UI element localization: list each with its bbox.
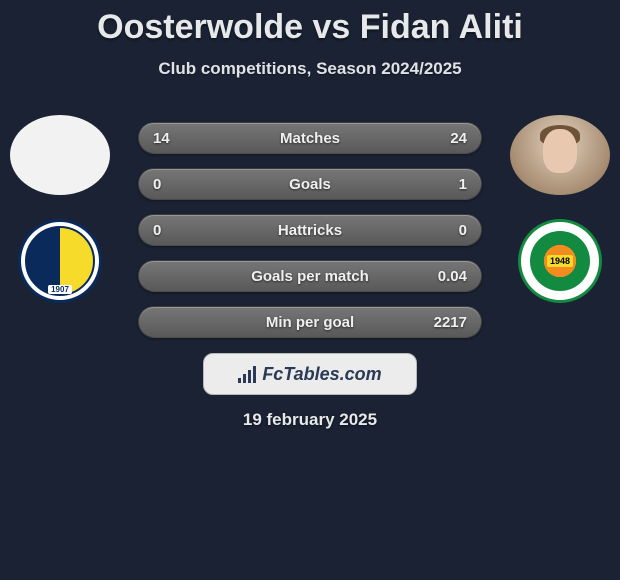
- player-left-avatar: [10, 115, 110, 195]
- stat-row-min-per-goal: Min per goal 2217: [138, 306, 482, 338]
- stat-right-value: 0.04: [433, 268, 467, 285]
- stat-row-goals-per-match: Goals per match 0.04: [138, 260, 482, 292]
- stat-right-value: 2217: [433, 314, 467, 331]
- stats-list: 14 Matches 24 0 Goals 1 0 Hattricks 0 Go…: [138, 122, 482, 338]
- brand-badge: FcTables.com: [203, 353, 417, 395]
- right-player-column: [510, 115, 610, 303]
- brand-text: FcTables.com: [262, 364, 381, 385]
- page-subtitle: Club competitions, Season 2024/2025: [0, 59, 620, 79]
- stat-label: Min per goal: [187, 314, 433, 331]
- stat-label: Goals per match: [187, 268, 433, 285]
- stat-left-value: 0: [153, 222, 187, 239]
- stat-label: Hattricks: [187, 222, 433, 239]
- club-badge-fenerbahce: [18, 219, 102, 303]
- bar-chart-icon: [238, 365, 256, 383]
- stat-label: Matches: [187, 130, 433, 147]
- stat-row-goals: 0 Goals 1: [138, 168, 482, 200]
- stat-right-value: 0: [433, 222, 467, 239]
- stat-left-value: 0: [153, 176, 187, 193]
- stat-row-matches: 14 Matches 24: [138, 122, 482, 154]
- stat-left-value: 14: [153, 130, 187, 147]
- page-title: Oosterwolde vs Fidan Aliti: [0, 0, 620, 47]
- stat-row-hattricks: 0 Hattricks 0: [138, 214, 482, 246]
- stat-label: Goals: [187, 176, 433, 193]
- avatar-face: [543, 129, 577, 173]
- club-badge-alanyaspor: [518, 219, 602, 303]
- stat-right-value: 24: [433, 130, 467, 147]
- left-player-column: [10, 115, 110, 303]
- stat-right-value: 1: [433, 176, 467, 193]
- player-right-avatar: [510, 115, 610, 195]
- comparison-date: 19 february 2025: [0, 410, 620, 430]
